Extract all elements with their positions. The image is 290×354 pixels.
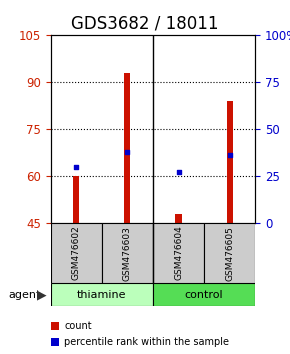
Text: agent: agent	[9, 290, 41, 300]
Text: GSM476604: GSM476604	[174, 226, 183, 280]
Text: GDS3682 / 18011: GDS3682 / 18011	[71, 14, 219, 32]
Bar	[51, 283, 153, 306]
Bar	[124, 73, 130, 223]
Bar	[153, 283, 255, 306]
Text: count: count	[64, 321, 92, 331]
Bar	[153, 223, 204, 283]
Text: GSM476605: GSM476605	[225, 225, 234, 281]
Text: control: control	[185, 290, 223, 300]
Bar	[226, 101, 233, 223]
Bar	[204, 223, 255, 283]
Bar	[175, 214, 182, 223]
Point	[74, 164, 79, 170]
Text: ▶: ▶	[37, 288, 47, 301]
Text: thiamine: thiamine	[77, 290, 127, 300]
Point	[227, 153, 232, 158]
Point	[176, 170, 181, 175]
Text: percentile rank within the sample: percentile rank within the sample	[64, 337, 229, 347]
Point	[125, 149, 130, 155]
Bar	[102, 223, 153, 283]
Bar	[51, 223, 102, 283]
Bar	[73, 176, 79, 223]
Text: GSM476602: GSM476602	[72, 226, 81, 280]
Text: GSM476603: GSM476603	[123, 225, 132, 281]
